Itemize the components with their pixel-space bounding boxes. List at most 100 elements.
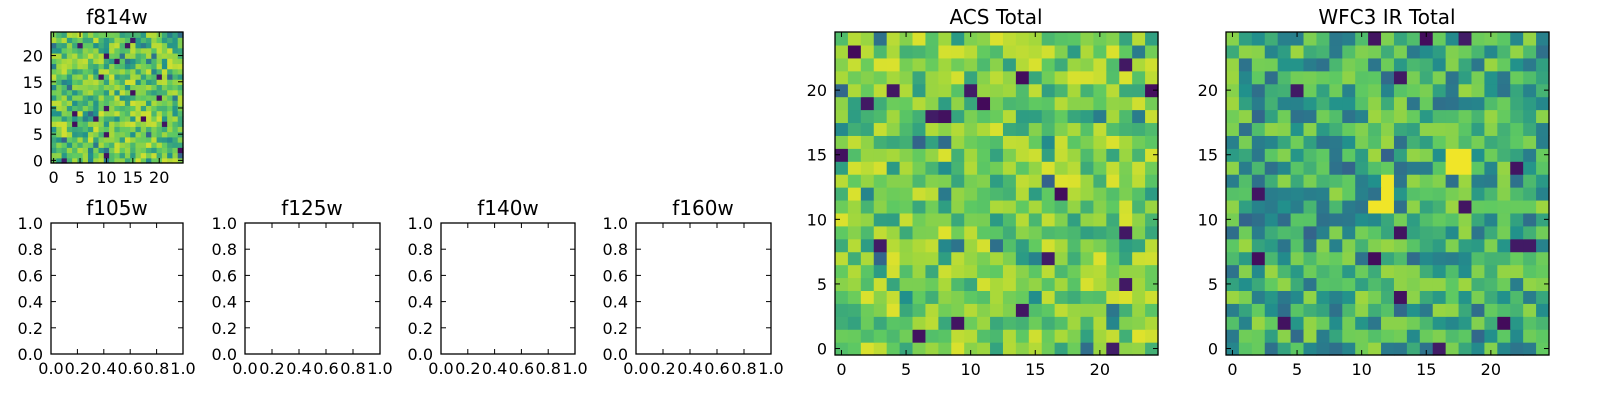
heatmap-cell (860, 135, 875, 149)
heatmap-cell (835, 161, 849, 175)
heatmap-cell (1145, 109, 1159, 124)
heatmap-cell (1277, 57, 1292, 72)
heatmap-cell (990, 238, 1004, 253)
heatmap-cell (847, 316, 862, 330)
heatmap-cell (1226, 44, 1240, 59)
heatmap-cell (114, 89, 121, 96)
heatmap-cell (109, 142, 115, 148)
heatmap-cell (156, 84, 163, 91)
heatmap-cell (1238, 83, 1253, 98)
heatmap-cell (1132, 329, 1146, 343)
heatmap-cell (56, 42, 63, 49)
heatmap-cell (1015, 238, 1030, 253)
heatmap-cell (1028, 290, 1043, 304)
heatmap-cell (938, 174, 952, 188)
heatmap-cell (1028, 212, 1043, 227)
heatmap-cell (1041, 32, 1056, 46)
heatmap-cell (1264, 122, 1279, 136)
heatmap-cell (1523, 290, 1537, 304)
heatmap-cell (1303, 238, 1318, 253)
heatmap-cell (1484, 122, 1498, 136)
heatmap-cell (1067, 212, 1082, 227)
heatmap-cell (1316, 32, 1330, 46)
heatmap-cell (1419, 316, 1434, 330)
heatmap-cell (925, 342, 939, 356)
heatmap-cell (114, 47, 121, 54)
heatmap-cell (1067, 83, 1082, 98)
x-tick-label: 1.0 (562, 359, 587, 378)
heatmap-cell (1303, 277, 1318, 291)
heatmap-cell (114, 110, 121, 117)
heatmap-cell (1002, 32, 1017, 46)
heatmap-cell (990, 32, 1004, 46)
heatmap-cell (161, 121, 168, 127)
heatmap-cell (1523, 199, 1537, 214)
heatmap-cell (87, 79, 94, 85)
heatmap-cell (72, 142, 78, 148)
heatmap-cell (1041, 303, 1056, 317)
heatmap-cell (964, 238, 978, 253)
y-tick-label: 0.6 (408, 266, 433, 285)
heatmap-cell (1002, 174, 1017, 188)
heatmap-cell (912, 161, 927, 175)
heatmap-cell (1067, 329, 1082, 343)
heatmap-cell (873, 57, 888, 72)
heatmap-cell (66, 37, 73, 44)
heatmap-cell (1226, 303, 1240, 317)
heatmap-cell (1329, 32, 1343, 46)
heatmap-cell (1368, 148, 1382, 162)
heatmap-cell (1355, 238, 1369, 253)
heatmap-cell (912, 290, 927, 304)
heatmap-cell (93, 73, 100, 80)
heatmap-cell (1329, 70, 1343, 85)
heatmap-cell (847, 251, 862, 266)
heatmap-cell (130, 147, 137, 154)
heatmap-cell (1355, 277, 1369, 291)
heatmap-cell (1226, 148, 1240, 162)
heatmap-cell (77, 84, 84, 91)
heatmap-cell (51, 68, 57, 75)
heatmap-cell (1119, 32, 1133, 46)
heatmap-cell (1497, 225, 1511, 240)
heatmap-cell (1368, 199, 1382, 214)
heatmap-cell (161, 142, 168, 148)
heatmap-cell (1277, 122, 1292, 136)
heatmap-cell (119, 136, 126, 143)
heatmap-cell (938, 329, 952, 343)
heatmap-cell (1536, 96, 1550, 111)
heatmap-cell (124, 131, 131, 138)
heatmap-cell (860, 264, 875, 279)
heatmap-cell (1484, 264, 1498, 279)
heatmap-cell (1119, 57, 1133, 72)
heatmap-cell (1251, 70, 1266, 85)
heatmap-cell (1523, 44, 1537, 59)
heatmap-cell (93, 52, 100, 59)
heatmap-cell (66, 68, 73, 75)
heatmap-cell (1238, 96, 1253, 111)
heatmap-cell (1277, 199, 1292, 214)
heatmap-cell (1342, 342, 1356, 356)
heatmap-cell (103, 136, 110, 143)
heatmap-cell (1119, 109, 1133, 124)
heatmap-cell (1536, 238, 1550, 253)
heatmap-cell (860, 70, 875, 85)
heatmap-cell (1458, 225, 1473, 240)
heatmap-cell (1277, 225, 1292, 240)
heatmap-cell (82, 52, 89, 59)
y-tick-label: 15 (23, 73, 43, 92)
heatmap-cell (1432, 122, 1447, 136)
heatmap-cell (1419, 264, 1434, 279)
heatmap-cell (1028, 174, 1043, 188)
heatmap-cell (835, 44, 849, 59)
heatmap-cell (1106, 264, 1120, 279)
heatmap-cell (109, 126, 115, 133)
heatmap-cell (1342, 148, 1356, 162)
heatmap-cell (1054, 316, 1069, 330)
heatmap-cell (1041, 212, 1056, 227)
heatmap-cell (161, 37, 168, 44)
heatmap-cell (1106, 303, 1120, 317)
heatmap-cell (98, 142, 105, 148)
heatmap-cell (1015, 109, 1030, 124)
heatmap-cell (1355, 109, 1369, 124)
heatmap-cell (1471, 187, 1485, 201)
